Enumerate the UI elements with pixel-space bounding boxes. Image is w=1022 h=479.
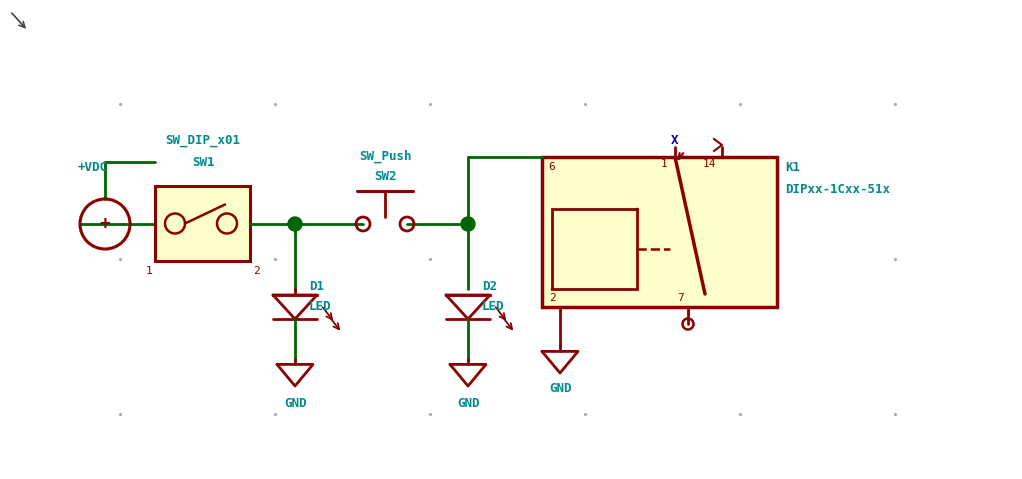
Bar	[552, 209, 637, 289]
Text: +VDC: +VDC	[78, 161, 108, 174]
Text: SW_Push: SW_Push	[359, 150, 411, 163]
Text: GND: GND	[457, 397, 479, 410]
Text: +: +	[99, 215, 110, 233]
Text: 14: 14	[702, 159, 716, 169]
Bar	[155, 186, 250, 261]
Text: 7: 7	[678, 293, 684, 303]
Circle shape	[461, 217, 475, 231]
Bar	[542, 157, 777, 307]
Text: SW1: SW1	[192, 156, 215, 169]
Text: LED: LED	[482, 300, 505, 313]
Text: GND: GND	[284, 397, 307, 410]
Text: 2: 2	[253, 266, 260, 276]
Text: 1: 1	[145, 266, 152, 276]
Circle shape	[288, 217, 301, 231]
Text: SW2: SW2	[374, 170, 397, 183]
Text: D1: D1	[309, 280, 324, 293]
Text: DIPxx-1Cxx-51x: DIPxx-1Cxx-51x	[785, 183, 890, 196]
Text: 6: 6	[548, 162, 555, 172]
Text: 1: 1	[660, 159, 667, 169]
Text: X: X	[671, 134, 679, 147]
Text: D2: D2	[482, 280, 497, 293]
Text: LED: LED	[309, 300, 331, 313]
Text: SW_DIP_x01: SW_DIP_x01	[166, 134, 240, 147]
Text: K1: K1	[785, 161, 800, 174]
Text: 2: 2	[549, 293, 556, 303]
Text: GND: GND	[549, 382, 571, 395]
